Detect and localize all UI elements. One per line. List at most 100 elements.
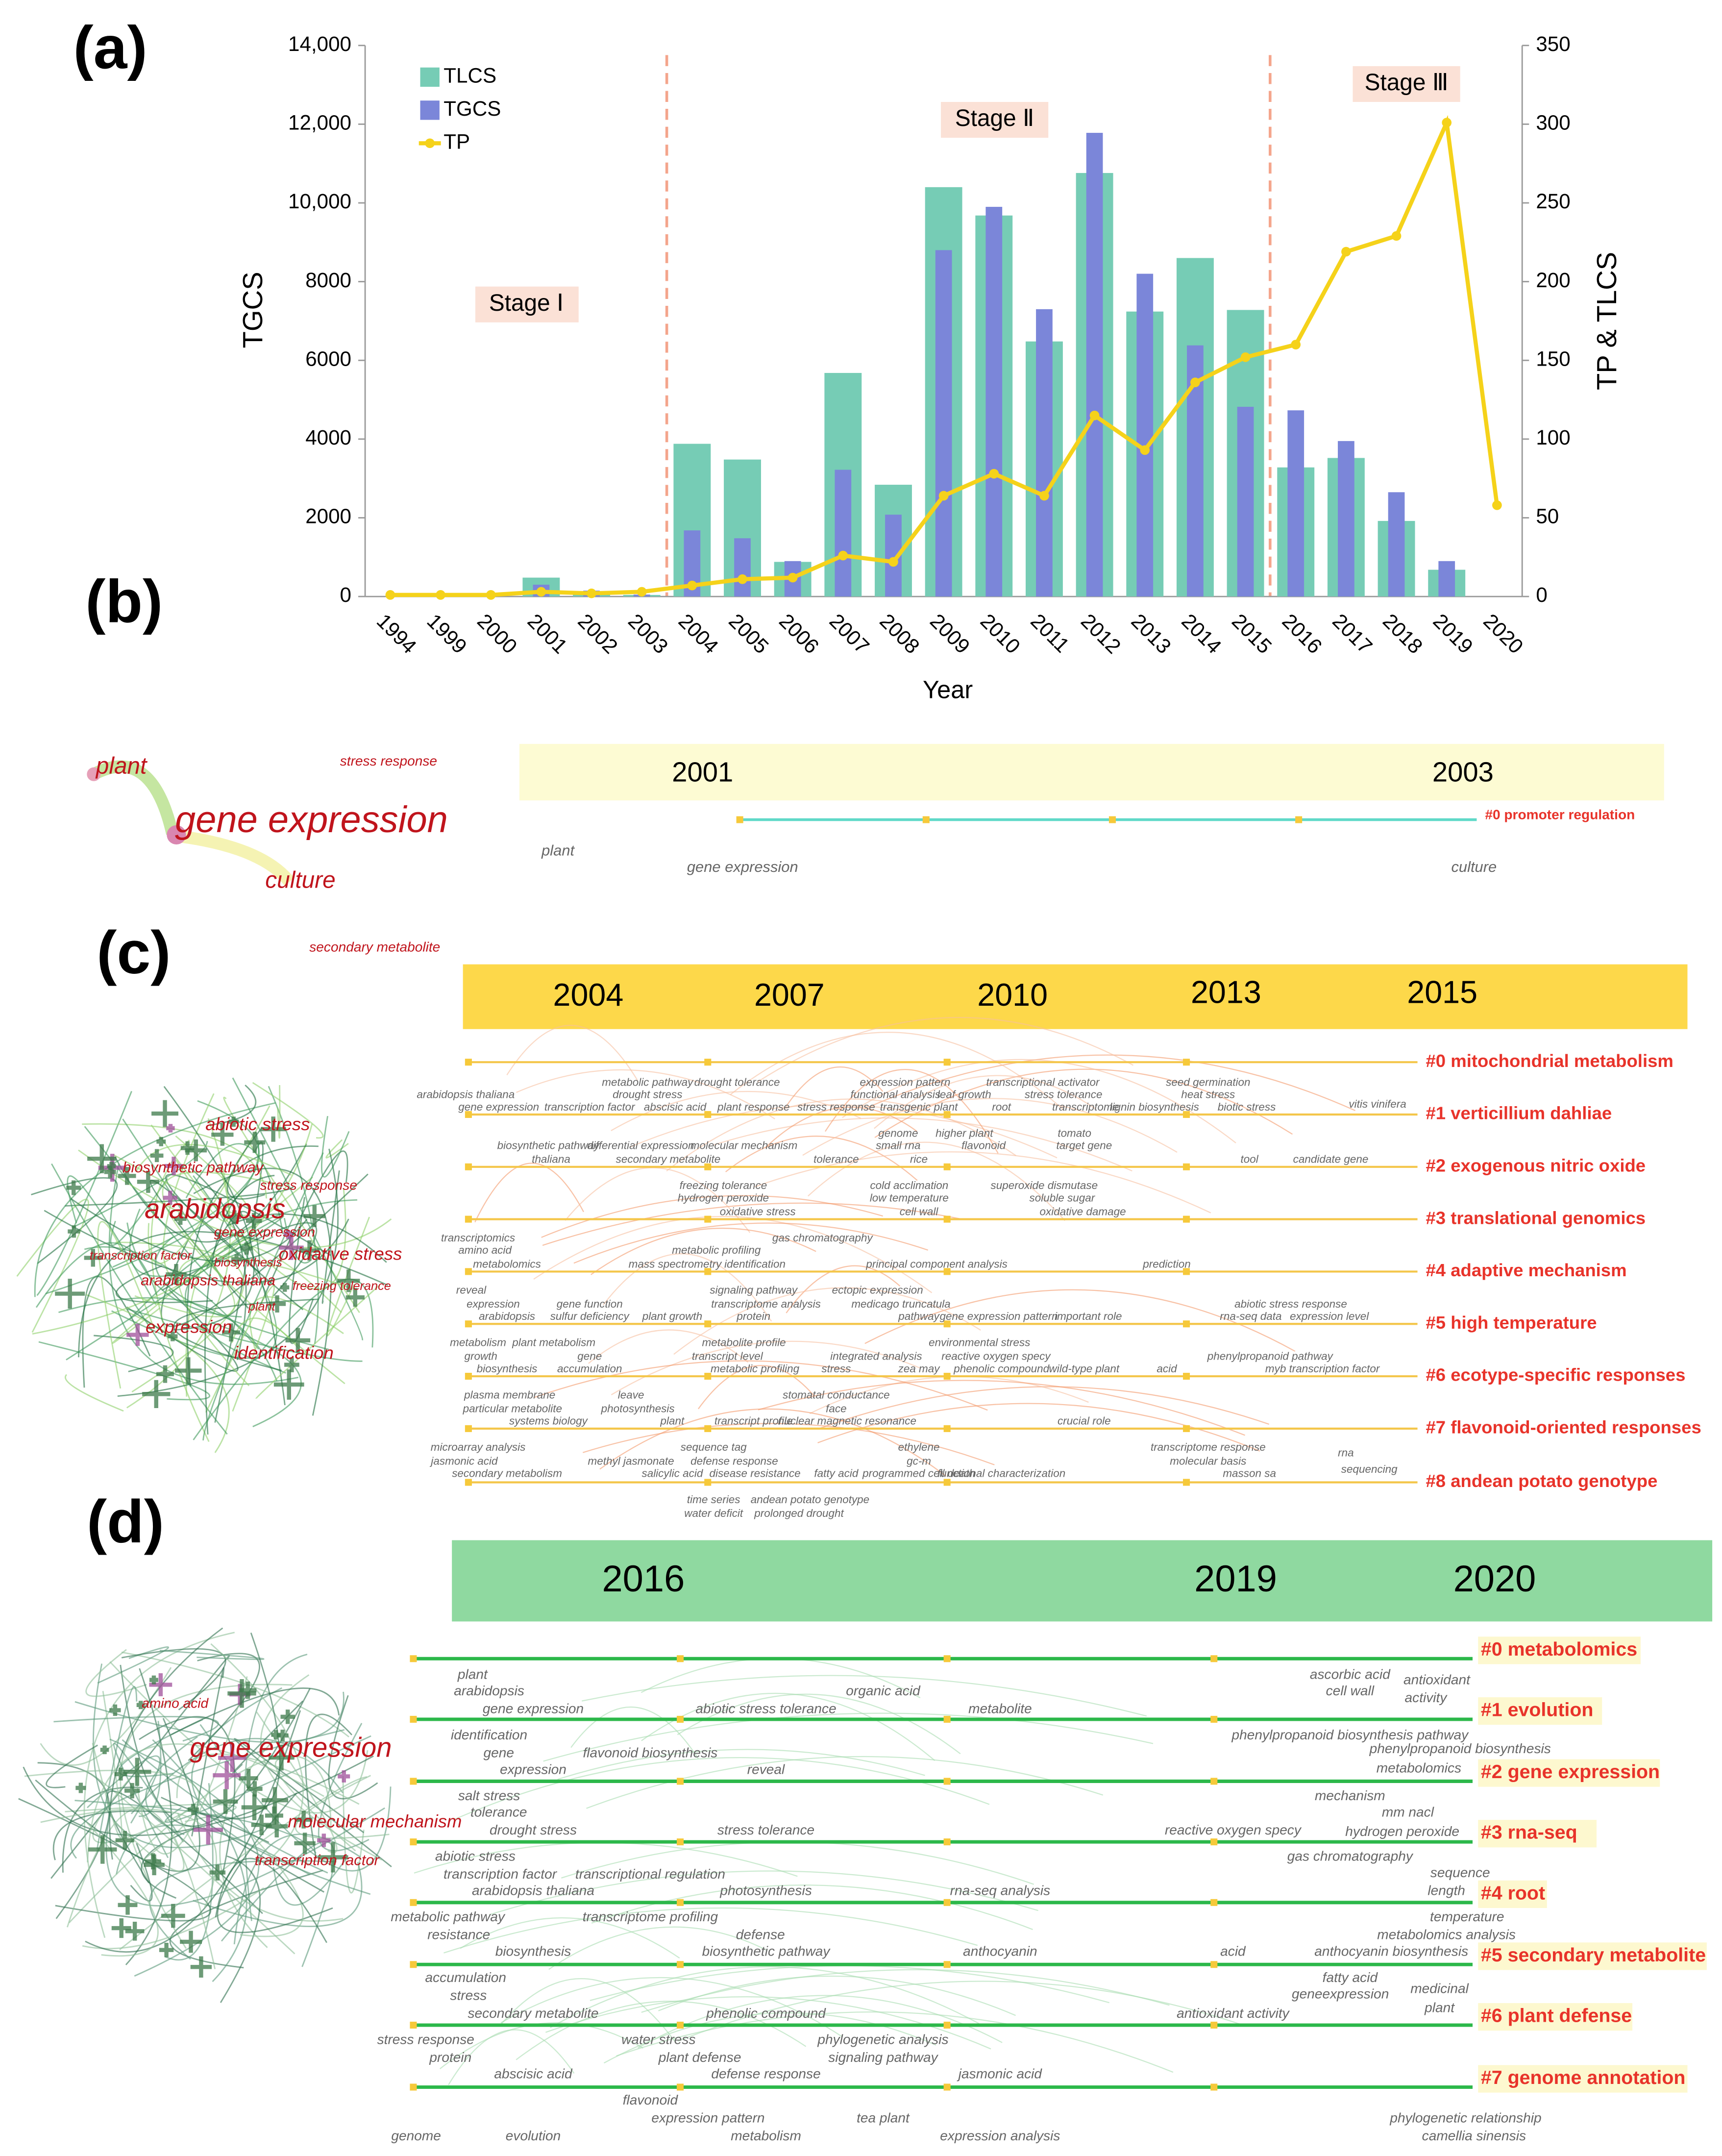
node-marker: [1183, 1215, 1190, 1223]
point: [1391, 231, 1402, 241]
network-edge: [186, 1145, 319, 1387]
x-tick-label: 2000: [473, 609, 522, 658]
point: [1240, 352, 1251, 362]
timeline-term: evolution: [506, 2128, 561, 2143]
network-edge: [32, 1123, 313, 1335]
node-marker: [1210, 2021, 1218, 2029]
legend-swatch: [420, 100, 440, 120]
timeline-term: phenolic compound: [706, 2006, 826, 2021]
point: [1089, 410, 1100, 421]
citation-arc: [677, 1693, 961, 1755]
network-node: [303, 1205, 326, 1227]
network-node: [228, 1116, 239, 1127]
panel-label: (b): [85, 568, 163, 635]
timeline-term: stress: [450, 1987, 487, 2003]
timeline-term: sequence: [1430, 1865, 1490, 1880]
timeline-term: photosynthesis: [719, 1883, 812, 1898]
timeline-term: plant: [1424, 2000, 1455, 2015]
timeline-year: 2010: [977, 977, 1048, 1013]
citation-arc: [603, 1253, 772, 1322]
timeline-term: length: [1427, 1883, 1465, 1898]
network-edge: [295, 1775, 390, 1839]
node-marker: [410, 1778, 417, 1785]
network-edge: [175, 1159, 230, 1222]
network-term: molecular mechanism: [288, 1811, 462, 1831]
timeline-term: environmental stress: [929, 1337, 1030, 1349]
network-edge: [202, 1152, 324, 1441]
citation-arc: [543, 1712, 1154, 1762]
citation-arc: [802, 1098, 1178, 1156]
network-edge: [162, 1171, 345, 1385]
node-marker: [1210, 1899, 1218, 1906]
y2-tick-label: 200: [1536, 269, 1570, 292]
x-tick-label: 2005: [724, 609, 773, 658]
node-marker: [943, 2083, 951, 2091]
legend-swatch: [420, 67, 440, 87]
timeline-term: plant: [541, 842, 575, 859]
y2-tick-label: 350: [1536, 32, 1570, 55]
y-tick-label: 2000: [305, 505, 351, 528]
timeline-term: gene expression: [687, 858, 798, 875]
timeline-term: face: [826, 1402, 846, 1414]
timeline-term: fatty acid: [814, 1467, 859, 1480]
network-node: [187, 1804, 199, 1815]
point: [687, 580, 697, 591]
network-node: [100, 1745, 109, 1755]
y2-tick-label: 100: [1536, 426, 1570, 449]
timeline-term: accumulation: [425, 1970, 507, 1985]
network-node: [185, 1139, 207, 1162]
point: [787, 572, 798, 583]
timeline-term: defense response: [711, 2066, 820, 2082]
timeline-term: signaling pathway: [828, 2050, 938, 2065]
point: [436, 590, 445, 600]
network-edge: [120, 1684, 293, 1949]
node-marker: [677, 2083, 684, 2091]
network-node: [167, 825, 186, 845]
x-tick-label: 2017: [1328, 609, 1377, 658]
network-node: [345, 1288, 365, 1307]
network-node: [151, 1100, 178, 1127]
network-node: [240, 1242, 253, 1255]
timeline-term: geneexpression: [1292, 1986, 1389, 2002]
timeline-term: transcriptome profiling: [583, 1909, 718, 1924]
node-marker: [410, 1899, 417, 1906]
timeline-term: functional characterization: [937, 1467, 1065, 1480]
stage-box: [1353, 66, 1460, 102]
y-tick-label: 10,000: [288, 190, 351, 213]
timeline-term: low temperature: [870, 1191, 949, 1204]
timeline-term: gas chromatography: [772, 1232, 874, 1244]
timeline-term: transcription factor: [443, 1866, 558, 1882]
network-edge: [117, 1148, 339, 1397]
node-marker: [1183, 1111, 1190, 1118]
timeline-term: jasmonic acid: [429, 1455, 498, 1467]
timeline-term: acid: [1220, 1943, 1246, 1958]
node-marker: [943, 1059, 951, 1066]
node-marker: [1210, 1778, 1218, 1785]
point: [587, 588, 596, 598]
network-term: gene expression: [175, 799, 448, 841]
timeline-term: acid: [1156, 1363, 1178, 1375]
network-node: [265, 1806, 283, 1825]
node-marker: [704, 1163, 712, 1170]
timeline-term: abiotic stress: [435, 1848, 516, 1863]
y-axis-title: TGCS: [237, 272, 268, 348]
timeline-term: amino acid: [458, 1244, 512, 1256]
network-edge: [342, 1776, 365, 1894]
timeline-term: rna: [1338, 1446, 1353, 1459]
citation-arc: [638, 1995, 1003, 2049]
x-tick-label: 2006: [775, 609, 824, 658]
network-edge: [277, 1085, 281, 1139]
y-tick-label: 0: [340, 583, 351, 606]
node-marker: [943, 1268, 951, 1275]
node-marker: [410, 1715, 417, 1723]
point: [1190, 377, 1200, 388]
network-edge: [67, 1175, 157, 1305]
timeline-term: stomatal conductance: [783, 1388, 890, 1401]
network-edge: [66, 1215, 284, 1361]
node-marker: [922, 816, 930, 823]
network-node: [209, 1864, 226, 1881]
network-edge: [188, 1653, 260, 1761]
network-edge: [252, 1082, 324, 1139]
timeline-term: abiotic stress tolerance: [695, 1701, 836, 1716]
